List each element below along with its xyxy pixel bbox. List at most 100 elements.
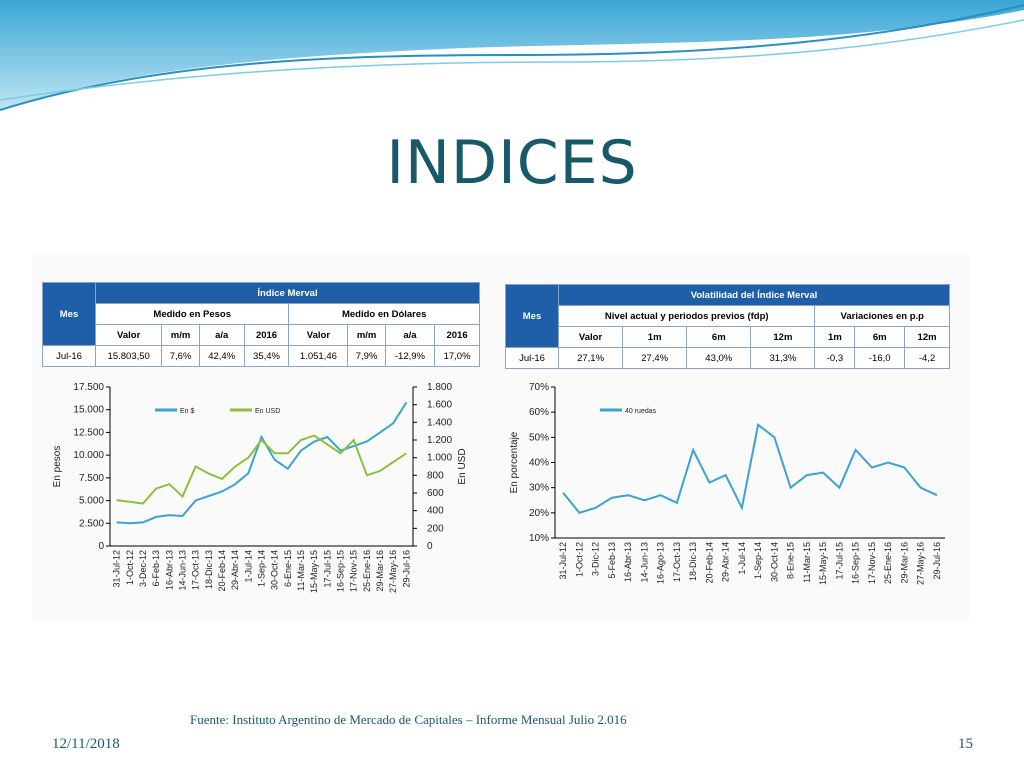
table-cell: 15.803,50 <box>94 345 163 367</box>
y-tick-label: 12.500 <box>73 427 104 438</box>
x-tick-label: 3-Dic-12 <box>591 542 601 576</box>
x-tick-label: 16-Sep-15 <box>851 542 861 584</box>
x-tick-label: 17-Nov-15 <box>867 542 877 584</box>
y2-tick-label: 1.400 <box>427 417 452 428</box>
x-tick-label: 1-Oct-12 <box>125 550 135 585</box>
x-tick-label: 16-Sep-15 <box>336 550 346 592</box>
y-tick-label: 70% <box>529 382 549 393</box>
x-tick-label: 17-Jul-15 <box>834 542 844 580</box>
table-cell: -4,2 <box>904 347 950 369</box>
x-tick-label: 8-Ene-15 <box>786 542 796 579</box>
table-cell: 1.051,46 <box>288 345 349 367</box>
x-tick-label: 27-May-16 <box>388 550 398 593</box>
table-cell: 42,4% <box>198 345 245 367</box>
column-header: Valor <box>288 324 349 346</box>
y2-tick-label: 400 <box>427 506 444 517</box>
column-header: 2016 <box>243 324 290 346</box>
legend-label: En USD <box>255 408 280 415</box>
x-tick-label: 15-May-15 <box>309 550 319 593</box>
y2-axis-label: En USD <box>457 448 468 484</box>
x-tick-label: 11-Mar-15 <box>296 550 306 591</box>
data-table: Mes Volatilidad del Índice Merval Nivel ac… <box>505 284 950 369</box>
table-cell: -0,3 <box>814 347 856 369</box>
y2-tick-label: 200 <box>427 523 444 534</box>
x-tick-label: 11-Mar-15 <box>802 542 812 583</box>
x-tick-label: 17-Oct-13 <box>672 542 682 582</box>
y2-tick-label: 800 <box>427 470 444 481</box>
y2-tick-label: 0 <box>427 541 433 552</box>
y-tick-label: 10.000 <box>73 450 104 461</box>
x-tick-label: 31-Jul-12 <box>558 542 568 580</box>
legend-label: 40 ruedas <box>625 408 657 415</box>
x-tick-label: 18-Dic-13 <box>688 542 698 581</box>
x-tick-label: 6-Feb-13 <box>151 550 161 587</box>
table-cell: 17,0% <box>434 345 480 367</box>
column-header: 6m <box>854 326 906 348</box>
x-tick-label: 17-Jul-15 <box>322 550 332 588</box>
x-tick-label: 14-Jun-13 <box>639 542 649 583</box>
table-cell: 27,1% <box>557 347 624 369</box>
y-tick-label: 2.500 <box>79 518 104 529</box>
data-line <box>116 401 408 525</box>
y-tick-label: 10% <box>529 533 549 544</box>
x-tick-label: 1-Jul-14 <box>737 542 747 575</box>
y2-tick-label: 1.800 <box>427 382 452 393</box>
slide-date: 12/11/2018 <box>52 736 120 752</box>
x-tick-label: 30-Oct-14 <box>769 542 779 582</box>
x-tick-label: 29-Jul-16 <box>932 542 942 580</box>
y2-tick-label: 1.200 <box>427 435 452 446</box>
x-tick-label: 25-Ene-16 <box>362 550 372 592</box>
x-tick-label: 18-Dic-13 <box>204 550 214 589</box>
column-header: Valor <box>94 324 163 346</box>
y-tick-label: 7.500 <box>79 473 104 484</box>
x-tick-label: 6-Ene-15 <box>283 550 293 587</box>
y-tick-label: 5.000 <box>79 496 104 507</box>
x-tick-label: 29-Mar-16 <box>899 542 909 584</box>
slide-number: 15 <box>958 736 973 752</box>
table-cell: -12,9% <box>384 345 436 367</box>
column-header: a/a <box>384 324 436 346</box>
table-title: Índice Merval <box>95 282 480 304</box>
x-tick-label: 1-Sep-14 <box>753 542 763 579</box>
y-axis-label: En porcentaje <box>509 431 520 493</box>
x-tick-label: 16-Ago-13 <box>656 542 666 584</box>
y-tick-label: 60% <box>529 407 549 418</box>
x-tick-label: 1-Oct-12 <box>574 542 584 577</box>
x-tick-label: 17-Nov-15 <box>349 550 359 592</box>
y2-tick-label: 1.600 <box>427 400 452 411</box>
x-tick-label: 5-Feb-13 <box>607 542 617 579</box>
y-axis-label: En pesos <box>52 446 63 488</box>
x-tick-label: 29-Jul-16 <box>401 550 411 588</box>
x-tick-label: 1-Jul-14 <box>243 550 253 583</box>
data-line <box>562 423 938 514</box>
table-cell: 27,4% <box>622 347 688 369</box>
group-header: Variaciones en p.p <box>814 305 950 327</box>
y2-tick-label: 1.000 <box>427 453 452 464</box>
x-tick-label: 31-Jul-12 <box>112 550 122 588</box>
x-tick-label: 16-Abr-13 <box>623 542 633 582</box>
x-tick-label: 1-Sep-14 <box>257 550 267 587</box>
table-title: Volatilidad del Índice Merval <box>558 284 950 306</box>
y-tick-label: 0 <box>98 541 104 552</box>
group-header: Medido en Pesos <box>94 303 290 325</box>
table-row: Valor 1m 6m 12m 1m 6m 12m <box>506 326 950 348</box>
legend-label: En $ <box>180 408 195 415</box>
table-cell: 35,4% <box>243 345 290 367</box>
table-cell: 31,3% <box>750 347 816 369</box>
y2-tick-label: 600 <box>427 488 444 499</box>
column-header: Valor <box>557 326 624 348</box>
data-line <box>116 434 407 505</box>
column-header: m/m <box>347 324 386 346</box>
x-tick-label: 3-Dec-12 <box>138 550 148 587</box>
x-tick-label: 20-Feb-14 <box>217 550 227 592</box>
x-tick-label: 16-Abr-13 <box>164 550 174 590</box>
source-note: Fuente: Instituto Argentino de Mercado d… <box>190 712 627 727</box>
table-cell: -16,0 <box>854 347 906 369</box>
x-tick-label: 20-Feb-14 <box>704 542 714 584</box>
x-tick-label: 17-Oct-13 <box>191 550 201 590</box>
slide-title: INDICES <box>386 128 638 198</box>
x-tick-label: 29-Abr-14 <box>230 550 240 590</box>
x-tick-label: 27-May-16 <box>916 542 926 585</box>
x-tick-label: 29-Mar-16 <box>375 550 385 592</box>
